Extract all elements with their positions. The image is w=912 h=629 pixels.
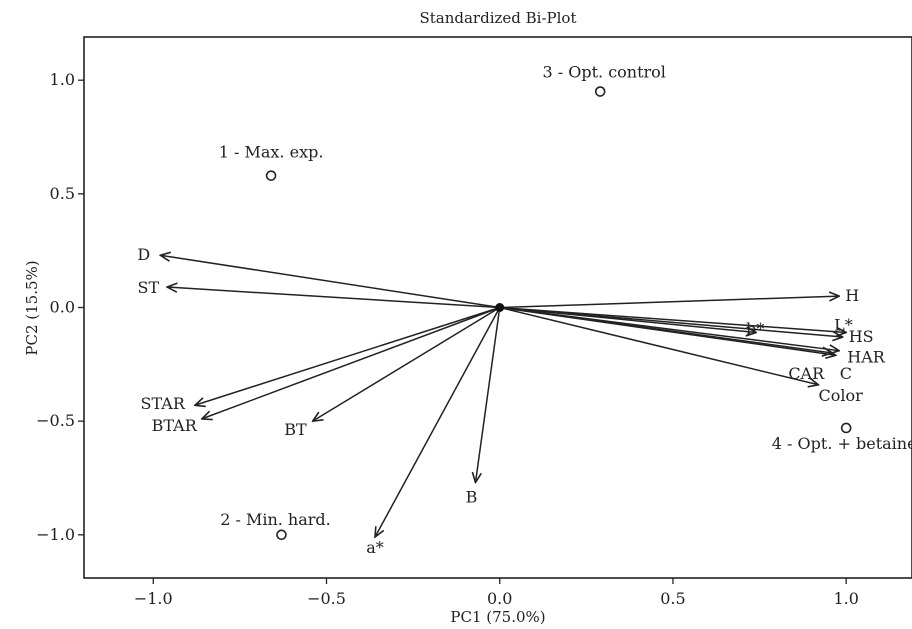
vector-label: B: [466, 488, 478, 507]
loading-vector-bt: [313, 306, 501, 422]
vector-label: BT: [284, 420, 307, 439]
observation-point: [840, 422, 852, 434]
loading-vector-hs: [499, 306, 843, 338]
observation-point: [276, 529, 287, 541]
vector-label: BTAR: [152, 416, 198, 435]
loading-vector-a: [375, 307, 501, 538]
x-tick-label: −0.5: [307, 589, 346, 608]
vector-label: C: [840, 364, 852, 383]
observation-label: 3 - Opt. control: [542, 63, 665, 82]
loading-vector-btar: [202, 306, 500, 419]
y-tick-label: 0.5: [50, 184, 75, 203]
vector-label: CAR: [788, 364, 825, 383]
vector-label: HS: [849, 327, 874, 346]
y-axis-label: PC2 (15.5%): [23, 260, 41, 355]
vector-label: STAR: [141, 394, 186, 413]
vector-label: a*: [366, 538, 384, 557]
x-axis-label: PC1 (75.0%): [450, 608, 545, 626]
x-tick-label: 1.0: [833, 589, 858, 608]
loading-vector-d: [160, 255, 500, 309]
y-tick-label: 1.0: [50, 70, 75, 89]
observation-label: 4 - Opt. + betaine: [772, 434, 912, 453]
loading-vector-color: [499, 306, 819, 385]
observation-label: 2 - Min. hard.: [220, 510, 331, 529]
x-tick-label: 0.5: [660, 589, 685, 608]
y-tick-label: −0.5: [36, 411, 75, 430]
x-tick-label: 0.0: [487, 589, 512, 608]
y-tick-label: 0.0: [50, 298, 75, 317]
x-tick-label: −1.0: [134, 589, 173, 608]
loading-vector-l: [499, 306, 846, 333]
vector-label: L*: [834, 316, 853, 335]
vector-label: Color: [818, 386, 863, 405]
vector-label: ST: [138, 278, 160, 297]
loading-vector-b: [475, 307, 501, 483]
origin-dot: [495, 303, 505, 312]
vector-label: D: [137, 245, 150, 264]
loading-vector-c: [499, 306, 836, 356]
vector-label: H: [845, 286, 859, 305]
loading-vector-h: [499, 296, 840, 309]
loading-vector-st: [167, 287, 500, 309]
loading-vector-star: [195, 306, 500, 406]
vector-label: HAR: [847, 348, 886, 367]
chart-title: Standardized Bi-Plot: [419, 9, 576, 27]
y-tick-label: −1.0: [36, 525, 75, 544]
observation-point: [265, 170, 277, 181]
observation-point: [594, 86, 606, 97]
observation-label: 1 - Max. exp.: [219, 143, 324, 162]
